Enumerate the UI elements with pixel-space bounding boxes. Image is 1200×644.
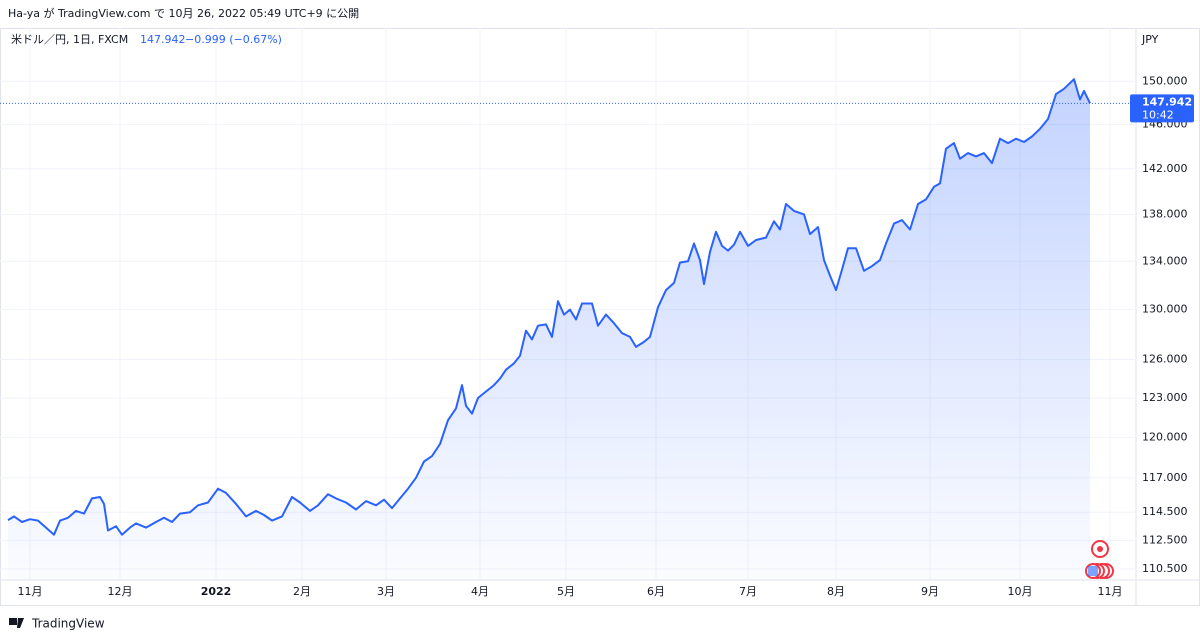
x-tick-label: 7月 [739,585,757,598]
y-tick-label: 123.000 [1142,391,1188,404]
x-tick-label: 5月 [557,585,575,598]
x-tick-label: 8月 [827,585,845,598]
x-tick-label: 6月 [647,585,665,598]
x-tick-label: 2022 [201,585,232,598]
brand: TradingView [31,617,105,631]
y-tick-label: 130.000 [1142,303,1188,316]
price-tag-time: 10:42 [1142,108,1174,121]
x-tick-label: 9月 [921,585,939,598]
event-icons [1085,540,1114,579]
legend-last: 147.942 [140,33,186,46]
x-tick-label: 12月 [108,585,133,598]
y-tick-label: 134.000 [1142,254,1188,267]
brand-logo [9,618,24,628]
plot [0,78,1136,580]
x-tick-label: 4月 [471,585,489,598]
x-tick-label: 11月 [1098,585,1123,598]
y-tick-label: 112.500 [1142,533,1188,546]
legend-change: −0.999 (−0.67%) [185,33,282,46]
y-tick-label: 120.000 [1142,430,1188,443]
y-tick-label: 117.000 [1142,471,1188,484]
area-fill [8,79,1090,580]
y-tick-label: 114.500 [1142,505,1188,518]
y-axis-label: JPY [1141,33,1159,46]
x-tick-label: 11月 [18,585,43,598]
legend-symbol: 米ドル／円, 1日, FXCM [11,33,128,46]
y-tick-label: 126.000 [1142,353,1188,366]
y-tick-label: 138.000 [1142,207,1188,220]
y-tick-label: 142.000 [1142,162,1188,175]
x-tick-label: 10月 [1008,585,1033,598]
y-tick-label: 150.000 [1142,74,1188,87]
price-line [7,78,1091,536]
y-tick-label: 110.500 [1142,562,1188,575]
x-tick-label: 2月 [293,585,311,598]
published-note: Ha-ya が TradingView.com で 10月 26, 2022 0… [8,6,359,20]
price-tag-label: 147.942 [1142,95,1192,108]
price-tag [1130,94,1194,123]
x-tick-label: 3月 [377,585,395,598]
